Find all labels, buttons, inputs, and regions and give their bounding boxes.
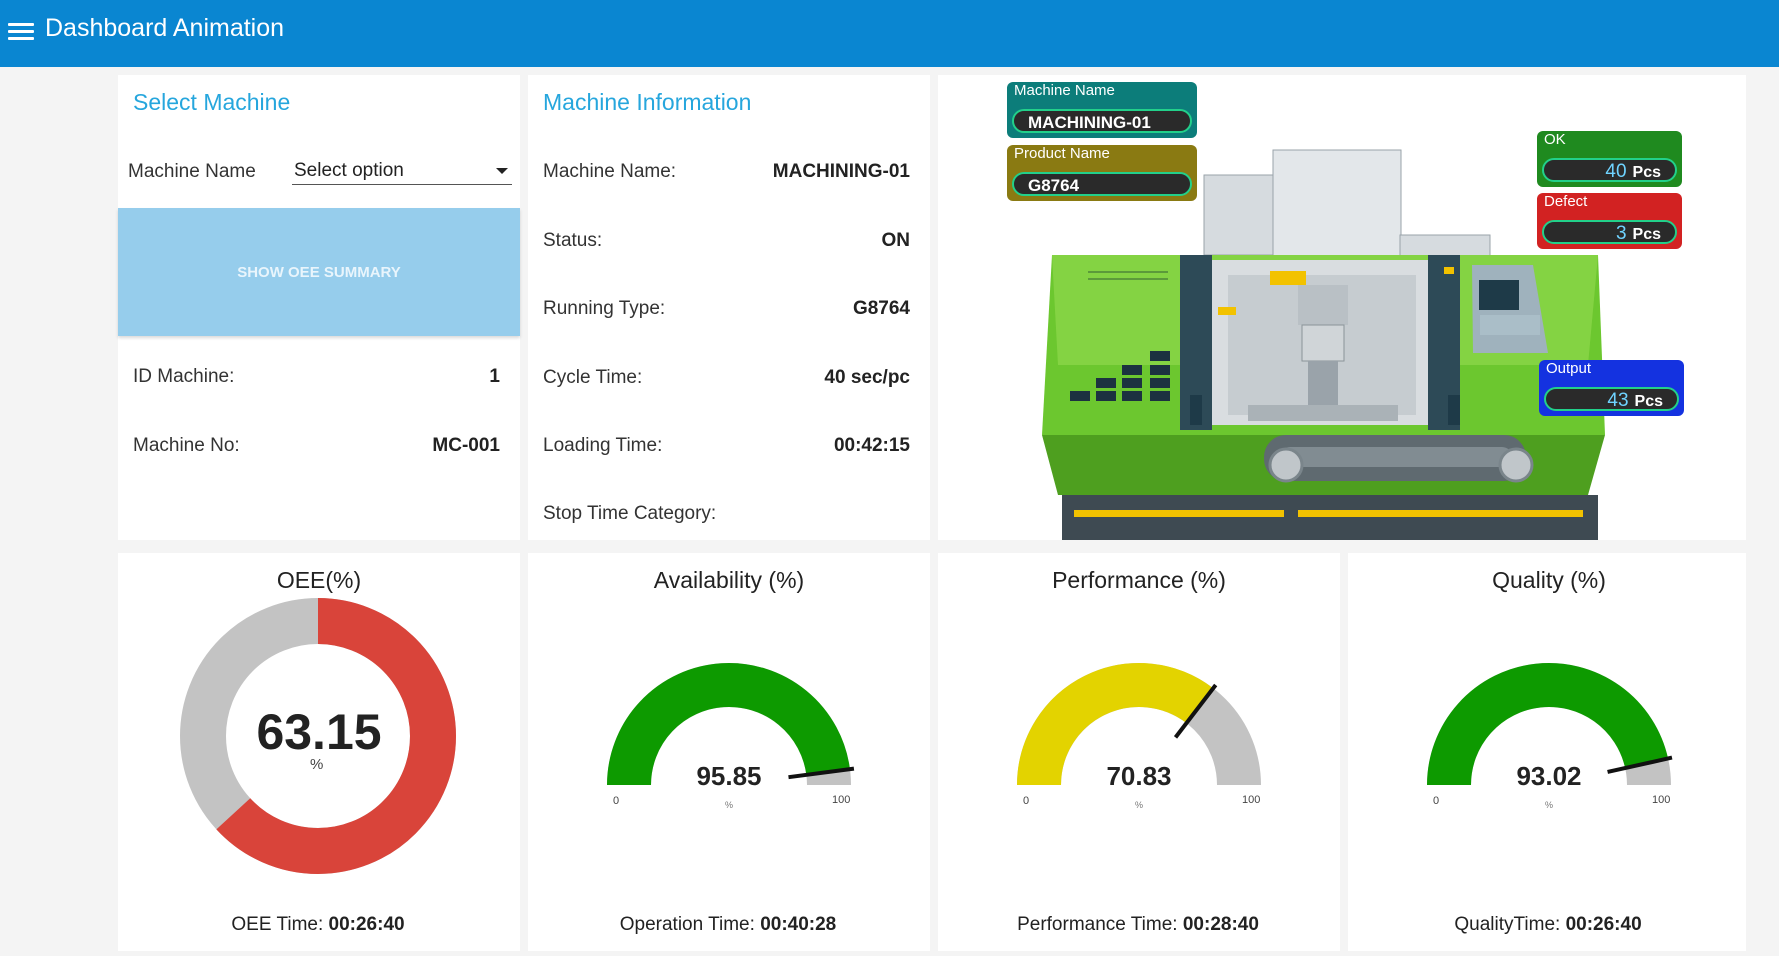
availability-title: Availability (%) <box>653 567 805 593</box>
availability-card <box>528 553 930 951</box>
ok-count-label: OK <box>1544 131 1566 148</box>
oee-donut-fill <box>180 598 456 874</box>
performance-time: Performance Time: 00:28:40 <box>938 914 1338 936</box>
product-name-tag-label: Product Name <box>1014 145 1110 162</box>
id-machine-value: 1 <box>489 366 500 387</box>
ok-count-tag: OK 40 Pcs <box>1537 131 1682 187</box>
output-count-unit: Pcs <box>1634 393 1663 410</box>
availability-gauge <box>607 663 855 786</box>
performance-gauge-fill <box>1017 663 1214 786</box>
machine-information-card <box>528 75 930 540</box>
quality-unit: % <box>1545 800 1554 810</box>
ok-count-value: 40 <box>1605 161 1627 182</box>
select-machine-title: Select Machine <box>133 89 291 115</box>
quality-max-tick: 100 <box>1652 794 1671 806</box>
ok-count-box: 40 Pcs <box>1542 158 1677 182</box>
defect-count-box: 3 Pcs <box>1542 220 1677 244</box>
chevron-down-icon <box>496 168 508 174</box>
performance-gauge-needle <box>1173 683 1218 739</box>
performance-card <box>938 553 1340 951</box>
oee-time-label: OEE Time: <box>231 914 324 935</box>
performance-time-value: 00:28:40 <box>1182 914 1259 935</box>
info-label-cycle-time: Cycle Time: <box>543 367 643 388</box>
oee-unit: % <box>310 756 324 773</box>
quality-gauge-fill <box>1427 663 1669 786</box>
quality-card <box>1348 553 1746 951</box>
product-name-tag: Product Name G8764 <box>1007 145 1197 201</box>
ok-count-unit: Pcs <box>1632 164 1661 181</box>
availability-time-value: 00:40:28 <box>760 914 837 935</box>
app-title: Dashboard Animation <box>45 14 285 42</box>
info-label-stop-time-category: Stop Time Category: <box>543 503 717 524</box>
info-label-status: Status: <box>543 230 603 251</box>
machine-name-label: Machine Name <box>128 161 256 182</box>
oee-value: 63.15 <box>256 704 382 760</box>
info-value-loading-time: 00:42:15 <box>833 435 910 456</box>
performance-max-tick: 100 <box>1242 794 1261 806</box>
performance-gauge <box>1017 663 1261 786</box>
performance-value: 70.83 <box>1106 761 1172 791</box>
info-value-cycle-time: 40 sec/pc <box>824 367 910 388</box>
performance-unit: % <box>1135 800 1144 810</box>
availability-value: 95.85 <box>696 761 762 791</box>
top-app-bar: Dashboard Animation <box>0 0 1779 67</box>
quality-value: 93.02 <box>1516 761 1582 791</box>
info-label-machine-name: Machine Name: <box>543 161 677 182</box>
machine-name-tag: Machine Name MACHINING-01 <box>1007 82 1197 138</box>
oee-time: OEE Time: 00:26:40 <box>118 914 518 936</box>
defect-count-value: 3 <box>1615 223 1627 244</box>
quality-time: QualityTime: 00:26:40 <box>1348 914 1748 936</box>
machine-name-select-value: Select option <box>294 160 404 181</box>
quality-title: Quality (%) <box>1492 567 1606 593</box>
quality-time-label: QualityTime: <box>1454 914 1561 935</box>
quality-gauge-needle <box>1607 755 1673 774</box>
performance-title: Performance (%) <box>1052 567 1226 593</box>
info-value-status: ON <box>881 230 911 251</box>
availability-gauge-fill <box>607 663 850 786</box>
machine-name-tag-value: MACHINING-01 <box>1012 109 1192 133</box>
hamburger-menu-icon[interactable] <box>8 19 34 41</box>
info-value-machine-name: MACHINING-01 <box>772 161 910 182</box>
info-label-loading-time: Loading Time: <box>543 435 663 456</box>
quality-time-value: 00:26:40 <box>1565 914 1642 935</box>
output-count-box: 43 Pcs <box>1544 387 1679 411</box>
quality-min-tick: 0 <box>1433 795 1440 807</box>
machine-no-value: MC-001 <box>432 435 500 456</box>
info-label-running-type: Running Type: <box>543 298 666 319</box>
availability-time-label: Operation Time: <box>619 914 755 935</box>
performance-min-tick: 0 <box>1023 795 1030 807</box>
quality-gauge <box>1427 663 1673 786</box>
id-machine-label: ID Machine: <box>133 366 235 387</box>
machine-no-label: Machine No: <box>133 435 240 456</box>
defect-count-label: Defect <box>1544 193 1588 210</box>
output-count-value: 43 <box>1607 390 1629 411</box>
cnc-machine-illustration <box>1042 149 1605 540</box>
machine-name-tag-label: Machine Name <box>1014 82 1115 99</box>
oee-donut-chart <box>180 598 456 874</box>
oee-time-value: 00:26:40 <box>328 914 405 935</box>
show-oee-summary-button[interactable]: SHOW OEE SUMMARY <box>118 208 520 336</box>
machine-information-title: Machine Information <box>543 89 752 115</box>
performance-time-label: Performance Time: <box>1017 914 1178 935</box>
output-count-tag: Output 43 Pcs <box>1539 360 1684 416</box>
defect-count-unit: Pcs <box>1632 226 1661 243</box>
availability-time: Operation Time: 00:40:28 <box>528 914 928 936</box>
availability-gauge-needle <box>788 766 855 780</box>
output-count-label: Output <box>1546 360 1592 377</box>
availability-max-tick: 100 <box>832 794 851 806</box>
defect-count-tag: Defect 3 Pcs <box>1537 193 1682 249</box>
availability-unit: % <box>725 800 734 810</box>
availability-min-tick: 0 <box>613 795 620 807</box>
product-name-tag-value: G8764 <box>1012 172 1192 196</box>
info-value-running-type: G8764 <box>852 298 910 319</box>
machine-name-select[interactable]: Select option <box>292 152 512 185</box>
oee-title: OEE(%) <box>276 567 362 593</box>
